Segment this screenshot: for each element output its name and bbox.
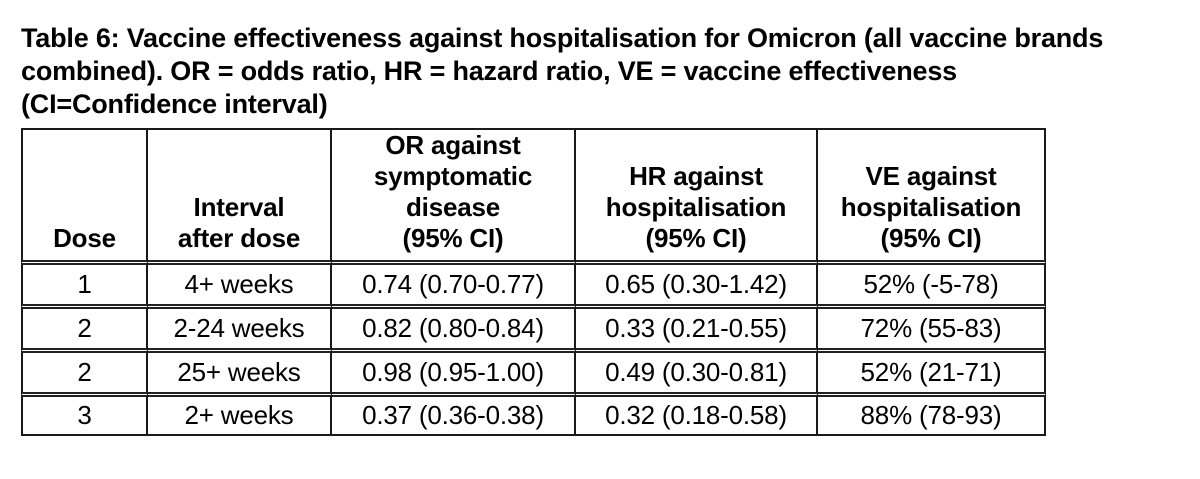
column-header-interval: Interval after dose bbox=[148, 128, 332, 260]
vaccine-effectiveness-table: Dose Interval after dose OR against symp… bbox=[21, 128, 1046, 436]
column-header-hr-hospitalisation: HR against hospitalisation (95% CI) bbox=[576, 128, 818, 260]
cell-or: 0.98 (0.95-1.00) bbox=[332, 348, 576, 392]
cell-or: 0.82 (0.80-0.84) bbox=[332, 304, 576, 348]
table-row: 2 2-24 weeks 0.82 (0.80-0.84) 0.33 (0.21… bbox=[21, 304, 1046, 348]
cell-dose: 2 bbox=[21, 304, 148, 348]
cell-or: 0.37 (0.36-0.38) bbox=[332, 392, 576, 436]
table-row: 3 2+ weeks 0.37 (0.36-0.38) 0.32 (0.18-0… bbox=[21, 392, 1046, 436]
table-row: 2 25+ weeks 0.98 (0.95-1.00) 0.49 (0.30-… bbox=[21, 348, 1046, 392]
cell-ve: 72% (55-83) bbox=[818, 304, 1046, 348]
column-header-ve-hospitalisation: VE against hospitalisation (95% CI) bbox=[818, 128, 1046, 260]
cell-dose: 1 bbox=[21, 260, 148, 304]
column-header-or-symptomatic: OR against symptomatic disease (95% CI) bbox=[332, 128, 576, 260]
cell-interval: 4+ weeks bbox=[148, 260, 332, 304]
cell-interval: 2+ weeks bbox=[148, 392, 332, 436]
cell-hr: 0.32 (0.18-0.58) bbox=[576, 392, 818, 436]
cell-interval: 25+ weeks bbox=[148, 348, 332, 392]
cell-hr: 0.49 (0.30-0.81) bbox=[576, 348, 818, 392]
cell-ve: 88% (78-93) bbox=[818, 392, 1046, 436]
column-header-dose: Dose bbox=[21, 128, 148, 260]
cell-interval: 2-24 weeks bbox=[148, 304, 332, 348]
table-caption: Table 6: Vaccine effectiveness against h… bbox=[21, 23, 1104, 119]
cell-dose: 2 bbox=[21, 348, 148, 392]
cell-ve: 52% (-5-78) bbox=[818, 260, 1046, 304]
table-header-row: Dose Interval after dose OR against symp… bbox=[21, 128, 1046, 260]
cell-hr: 0.65 (0.30-1.42) bbox=[576, 260, 818, 304]
table-row: 1 4+ weeks 0.74 (0.70-0.77) 0.65 (0.30-1… bbox=[21, 260, 1046, 304]
cell-dose: 3 bbox=[21, 392, 148, 436]
cell-hr: 0.33 (0.21-0.55) bbox=[576, 304, 818, 348]
cell-or: 0.74 (0.70-0.77) bbox=[332, 260, 576, 304]
cell-ve: 52% (21-71) bbox=[818, 348, 1046, 392]
